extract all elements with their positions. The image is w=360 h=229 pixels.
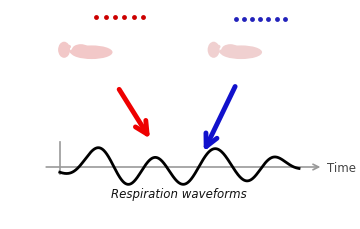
Ellipse shape [88, 48, 103, 58]
Ellipse shape [69, 50, 76, 55]
Ellipse shape [220, 46, 262, 60]
Text: Respiration waveforms: Respiration waveforms [111, 188, 246, 201]
Ellipse shape [221, 45, 239, 56]
Ellipse shape [58, 43, 70, 59]
Ellipse shape [216, 46, 220, 49]
Ellipse shape [72, 45, 90, 56]
Ellipse shape [67, 46, 71, 49]
Text: Time: Time [327, 161, 356, 174]
Ellipse shape [208, 43, 220, 59]
Ellipse shape [238, 48, 253, 58]
Ellipse shape [219, 50, 225, 55]
Ellipse shape [71, 46, 113, 60]
